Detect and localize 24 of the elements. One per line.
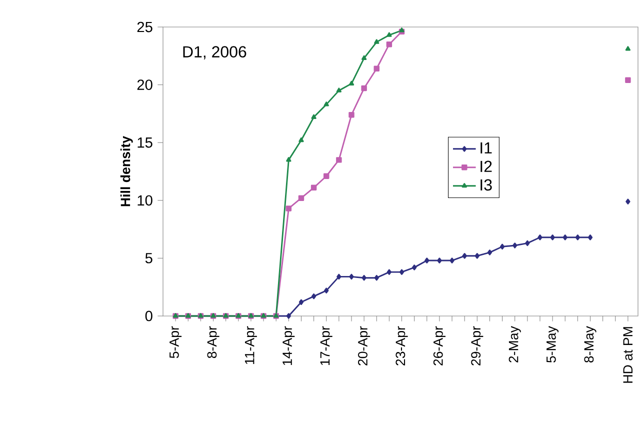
x-tick-label: 26-Apr (433, 326, 446, 366)
x-tick-label: 2-May (508, 326, 521, 362)
x-tick-label: 5-Apr (170, 326, 182, 358)
y-tick-label: 10 (138, 195, 152, 206)
x-tick-label: 14-Apr (282, 326, 295, 366)
x-tick-label: 5-May (546, 326, 559, 363)
y-axis-title: Hill density (120, 136, 133, 206)
x-tick-label: 23-Apr (396, 326, 408, 366)
y-tick-label: 15 (138, 137, 152, 148)
y-tick-label: 20 (137, 80, 152, 90)
annotation: D1, 2006 (183, 46, 246, 60)
x-tick-label: 8-Apr (207, 326, 220, 358)
y-tick-label: 5 (145, 253, 152, 264)
x-tick-label: 8-May (584, 326, 596, 362)
legend-label: I2 (480, 160, 492, 172)
y-tick-label: 0 (145, 310, 152, 322)
x-tick-label: 29-Apr (471, 326, 484, 366)
legend-label: I1 (480, 142, 492, 154)
x-tick-label: 11-Apr (244, 326, 257, 364)
x-tick-label: 20-Apr (358, 326, 370, 366)
x-tick-label: HD at PM (623, 327, 633, 383)
x-tick-label: 17-Apr (320, 326, 332, 366)
legend-label: I3 (480, 179, 492, 191)
y-tick-label: 25 (137, 22, 152, 32)
